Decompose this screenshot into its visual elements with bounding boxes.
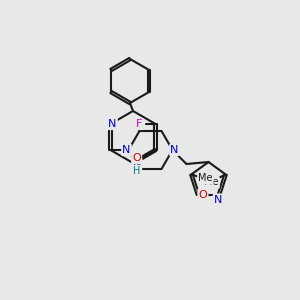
Text: Me: Me	[198, 173, 213, 183]
Text: N: N	[122, 145, 131, 155]
Text: O: O	[132, 153, 141, 163]
Text: N: N	[133, 159, 141, 169]
Text: Me: Me	[204, 177, 219, 188]
Text: H: H	[133, 166, 141, 176]
Text: N: N	[214, 195, 222, 205]
Text: F: F	[136, 119, 143, 129]
Text: O: O	[199, 190, 207, 200]
Text: N: N	[170, 145, 179, 155]
Text: N: N	[108, 119, 117, 129]
